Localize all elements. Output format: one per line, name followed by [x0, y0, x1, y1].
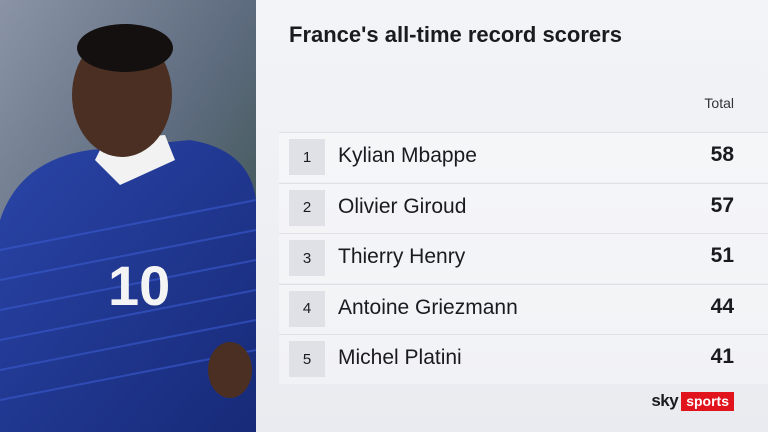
goal-total: 41 — [710, 345, 734, 368]
rank: 5 — [289, 341, 325, 377]
table-row: 1 Kylian Mbappe 58 — [279, 132, 768, 182]
goal-total: 57 — [710, 193, 734, 217]
table-panel: France's all-time record scorers Total 1… — [256, 0, 768, 432]
player-name: Olivier Giroud — [338, 194, 467, 218]
player-name: Antoine Griezmann — [338, 295, 518, 319]
rank: 4 — [289, 290, 325, 327]
rank: 2 — [289, 189, 325, 226]
player-name: Thierry Henry — [338, 245, 466, 268]
table-row: 3 Thierry Henry 51 — [279, 233, 768, 283]
svg-text:10: 10 — [108, 254, 170, 317]
logo-brand: sky — [651, 391, 679, 410]
player-name: Kylian Mbappe — [338, 144, 477, 167]
column-header: Total — [704, 95, 734, 111]
goal-total: 51 — [710, 244, 734, 267]
goal-total: 44 — [710, 294, 734, 318]
rank: 3 — [289, 240, 325, 276]
player-photo: 10 — [0, 0, 256, 432]
table-row: 5 Michel Platini 41 — [279, 334, 768, 384]
rank: 1 — [289, 139, 325, 175]
table-row: 4 Antoine Griezmann 44 — [279, 283, 768, 334]
table-row: 2 Olivier Giroud 57 — [279, 182, 768, 233]
logo-product: sports — [681, 391, 734, 411]
goal-total: 58 — [710, 143, 734, 166]
logo: sky sports — [651, 391, 734, 411]
player-name: Michel Platini — [338, 346, 462, 369]
title: France's all-time record scorers — [289, 22, 622, 47]
